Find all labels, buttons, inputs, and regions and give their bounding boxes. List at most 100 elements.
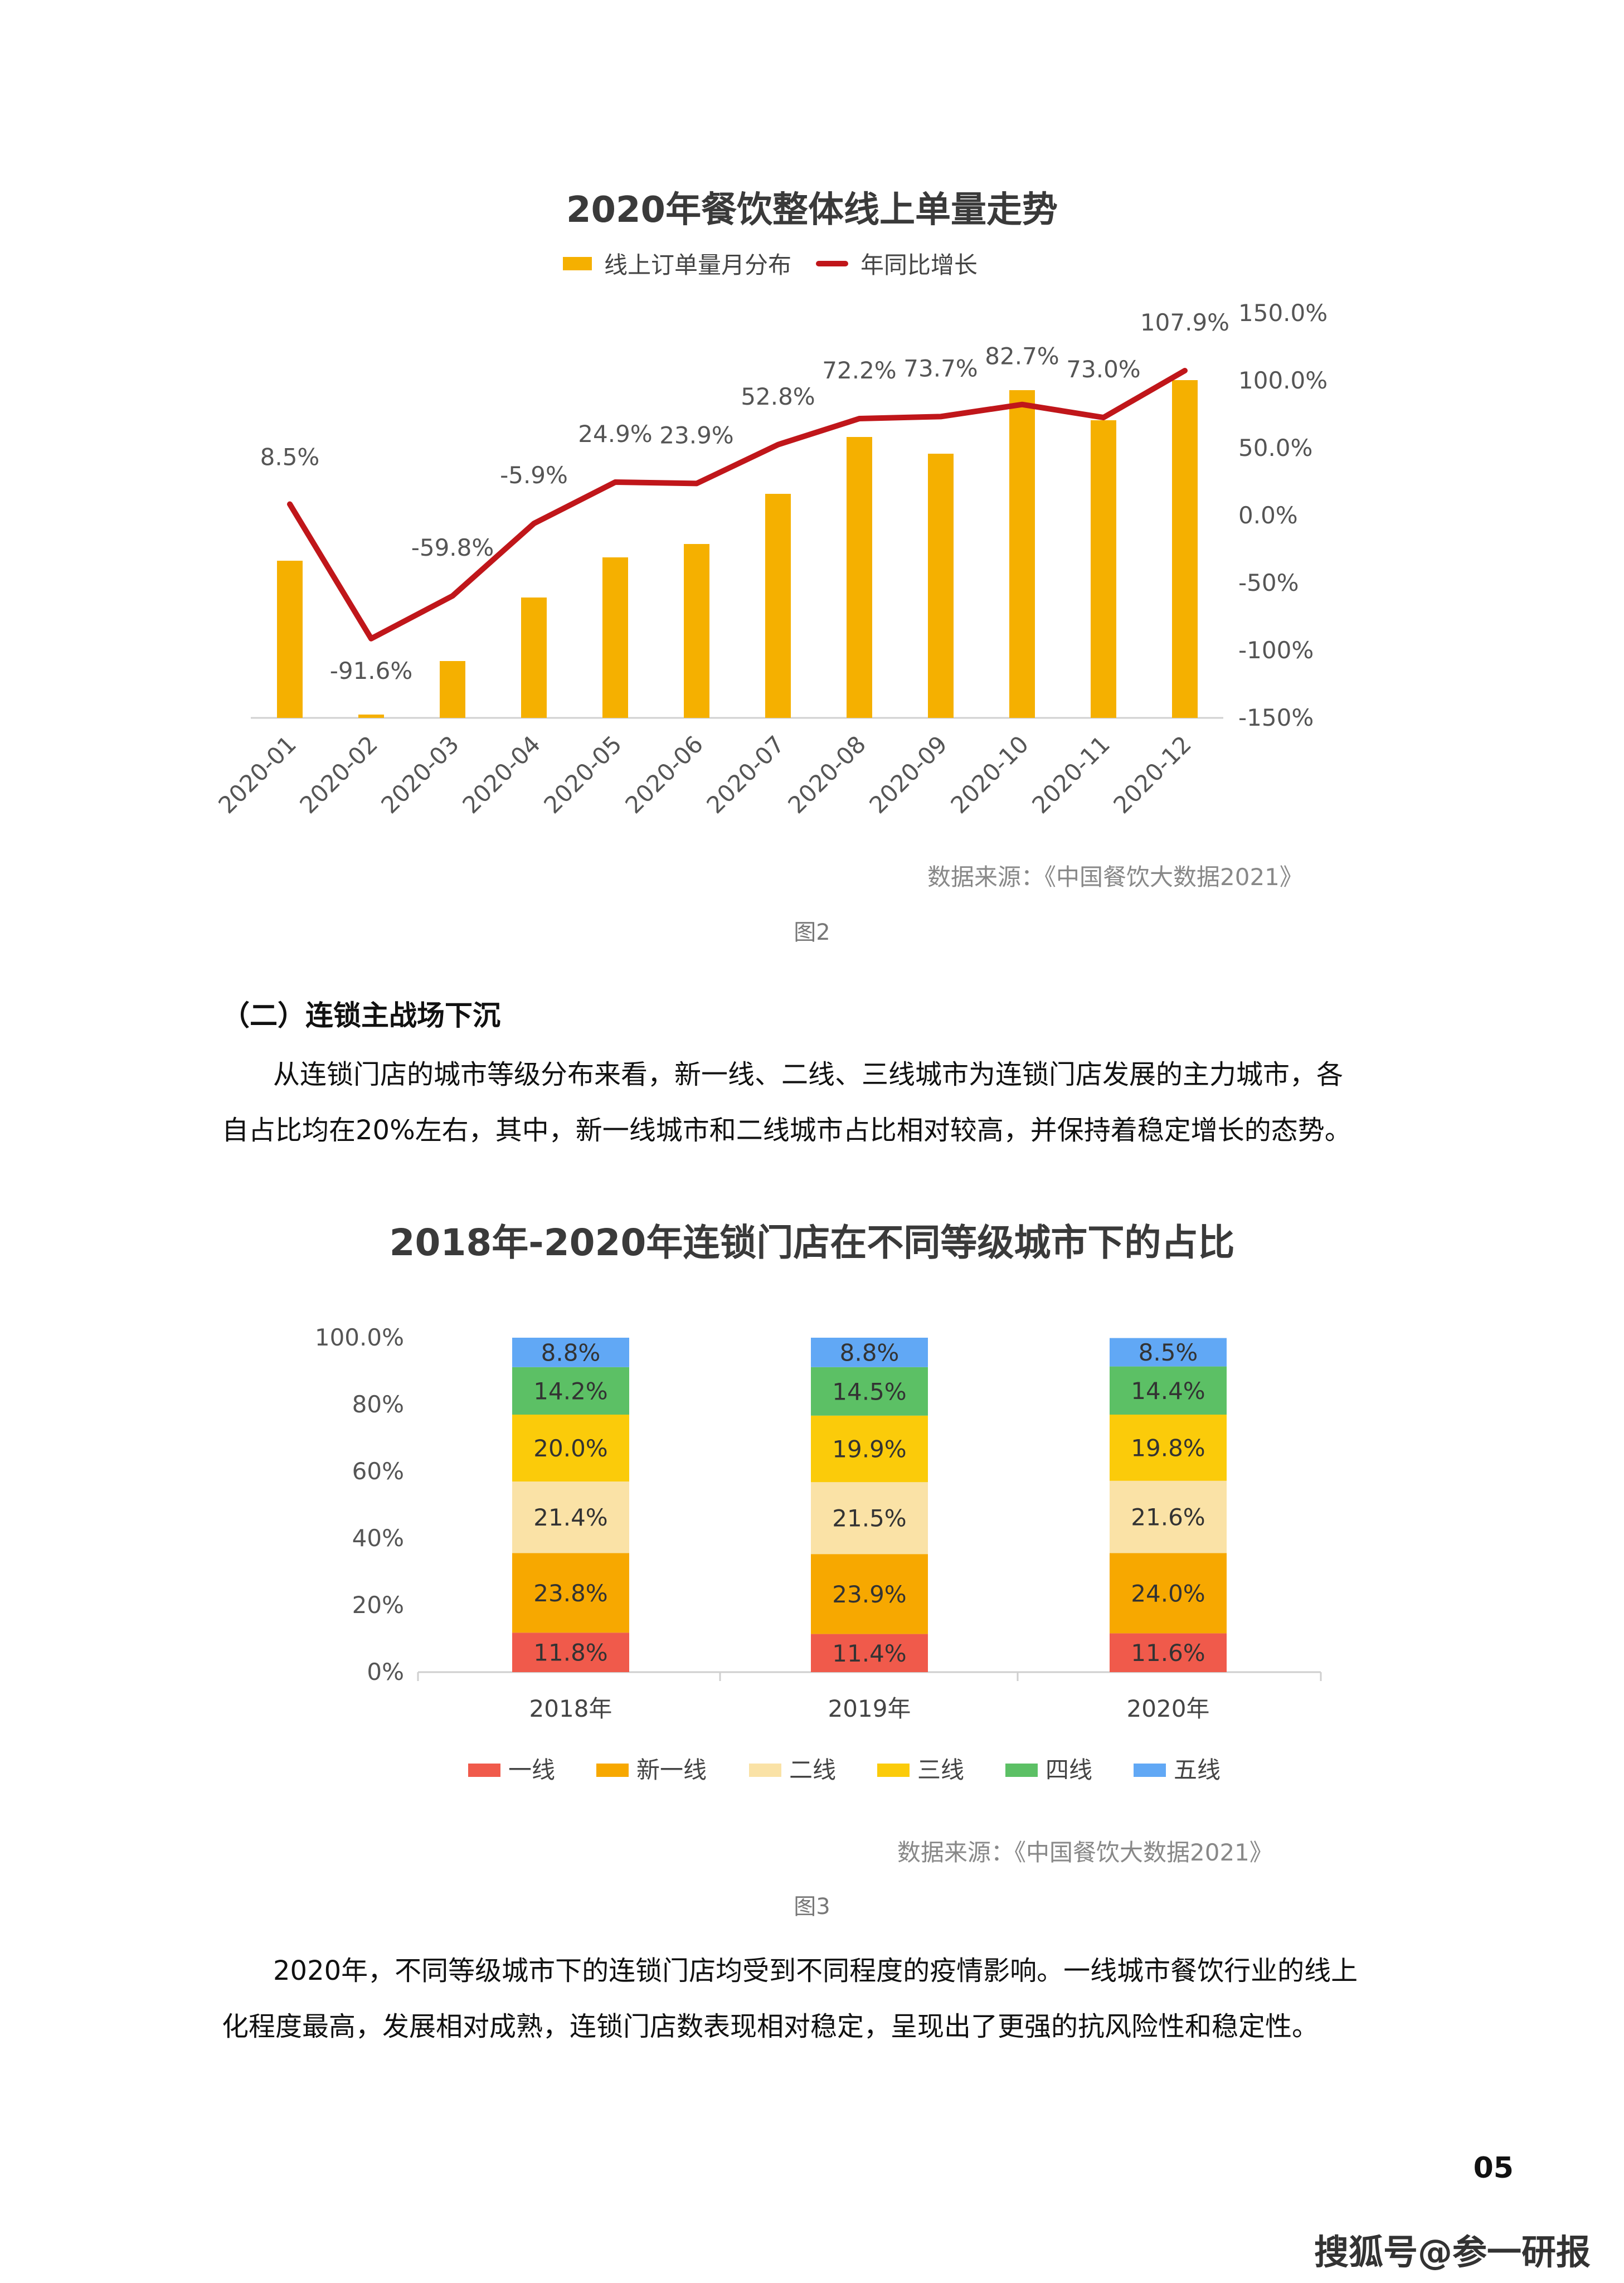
chart1-x-tick: 2020-08 bbox=[782, 730, 871, 819]
chart2-segment bbox=[1110, 1415, 1227, 1481]
chart2-segment-label: 19.9% bbox=[832, 1436, 906, 1463]
chart1-data-label: 52.8% bbox=[741, 383, 815, 410]
chart2-legend-label: 四线 bbox=[1046, 1756, 1092, 1784]
chart2-legend-swatch bbox=[877, 1764, 910, 1777]
chart1-x-tick: 2020-01 bbox=[213, 730, 302, 819]
chart2-segment-label: 21.6% bbox=[1131, 1504, 1205, 1531]
chart1-data-label: 24.9% bbox=[578, 420, 652, 448]
chart1-bar bbox=[277, 561, 303, 718]
chart2-segment-label: 23.9% bbox=[832, 1581, 906, 1608]
chart2-segment bbox=[811, 1634, 928, 1672]
chart1-bar bbox=[1009, 390, 1035, 718]
chart2-segment bbox=[811, 1482, 928, 1555]
chart2-legend-label: 三线 bbox=[917, 1756, 964, 1784]
chart2-legend-swatch bbox=[749, 1764, 781, 1777]
chart2-segment-label: 24.0% bbox=[1131, 1580, 1205, 1607]
chart1-data-label: -59.8% bbox=[411, 534, 494, 561]
chart2-segment bbox=[512, 1553, 629, 1633]
chart1-data-label: 107.9% bbox=[1140, 309, 1229, 336]
chart2-legend-swatch bbox=[596, 1764, 629, 1777]
para1-line2: 自占比均在20%左右，其中，新一线城市和二线城市占比相对较高，并保持着稳定增长的… bbox=[222, 1115, 1351, 1146]
legend-line-swatch bbox=[816, 260, 849, 266]
chart2-legend-swatch bbox=[1134, 1764, 1166, 1777]
chart2-segment-label: 8.5% bbox=[1139, 1339, 1198, 1366]
page-number: 05 bbox=[1473, 2151, 1514, 2185]
chart1-right-tick: -100% bbox=[1238, 637, 1314, 664]
chart1-right-tick: 150.0% bbox=[1238, 299, 1328, 327]
chart1-right-tick: 100.0% bbox=[1238, 367, 1328, 394]
chart1-bar bbox=[928, 454, 954, 718]
section-heading: （二）连锁主战场下沉 bbox=[222, 999, 500, 1032]
chart1-bar bbox=[358, 715, 384, 718]
chart2-segment bbox=[1110, 1553, 1227, 1634]
chart1-data-label: 23.9% bbox=[659, 421, 733, 449]
chart2-y-tick: 0% bbox=[367, 1658, 404, 1685]
chart1-x-tick: 2020-09 bbox=[864, 730, 952, 819]
chart1-yoy-line bbox=[287, 367, 1188, 642]
chart2-source: 数据来源：《中国餐饮大数据2021》 bbox=[897, 1839, 1273, 1866]
chart2-x-tick: 2020年 bbox=[1127, 1695, 1210, 1722]
chart2-segment bbox=[811, 1554, 928, 1634]
para2-line2: 化程度最高，发展相对成熟，连锁门店数表现相对稳定，呈现出了更强的抗风险性和稳定性… bbox=[222, 2011, 1319, 2042]
chart2-segment bbox=[1110, 1338, 1227, 1367]
chart2-y-tick: 20% bbox=[352, 1591, 404, 1619]
legend-bar-label: 线上订单量月分布 bbox=[604, 251, 792, 279]
chart2-segment-label: 23.8% bbox=[533, 1580, 607, 1607]
chart2-segment-label: 14.2% bbox=[533, 1377, 607, 1405]
chart2-segment-label: 11.4% bbox=[832, 1640, 906, 1667]
chart2-segment-label: 11.8% bbox=[533, 1639, 607, 1667]
chart2-legend-label: 新一线 bbox=[636, 1756, 707, 1784]
chart1-x-tick: 2020-06 bbox=[620, 730, 708, 819]
chart2-plot: 100.0% 80% 60% 40% 20% 0% 11.8% 23.8% 21.4% 20.0%… bbox=[315, 1324, 1322, 1784]
chart1-bar bbox=[847, 437, 872, 718]
chart2-legend-label: 五线 bbox=[1174, 1756, 1221, 1784]
chart1-right-tick: -150% bbox=[1238, 704, 1314, 731]
chart1-data-label: 73.0% bbox=[1066, 356, 1140, 383]
chart1-data-label: 8.5% bbox=[260, 444, 320, 471]
chart2-y-tick: 60% bbox=[352, 1458, 404, 1485]
chart1-data-label: 82.7% bbox=[985, 343, 1059, 370]
chart1-x-tick: 2020-10 bbox=[945, 730, 1034, 819]
chart1-bar bbox=[521, 598, 547, 718]
chart2-segment-label: 20.0% bbox=[533, 1435, 607, 1462]
watermark: 搜狐号@参一研报 bbox=[1314, 2232, 1591, 2272]
para2-line1: 2020年，不同等级城市下的连锁门店均受到不同程度的疫情影响。一线城市餐饮行业的… bbox=[273, 1955, 1358, 1986]
chart2-segment bbox=[512, 1338, 629, 1367]
chart1-x-tick: 2020-03 bbox=[376, 730, 464, 819]
chart2-figure-label: 图3 bbox=[794, 1894, 830, 1920]
chart2-segment bbox=[1110, 1480, 1227, 1553]
chart1-x-tick: 2020-05 bbox=[538, 730, 627, 819]
chart2-segment-label: 21.4% bbox=[533, 1504, 607, 1531]
chart1-bar bbox=[765, 494, 791, 718]
chart2-y-tick: 80% bbox=[352, 1391, 404, 1418]
chart1-data-label: -91.6% bbox=[330, 657, 413, 684]
chart2-title: 2018年-2020年连锁门店在不同等级城市下的占比 bbox=[389, 1221, 1235, 1264]
chart1-title: 2020年餐饮整体线上单量走势 bbox=[566, 190, 1058, 231]
chart2-legend-label: 二线 bbox=[789, 1756, 836, 1784]
chart1-bar bbox=[440, 661, 465, 718]
chart1-bar bbox=[1172, 380, 1198, 718]
chart2-segment-label: 19.8% bbox=[1131, 1434, 1205, 1461]
legend-line-label: 年同比增长 bbox=[860, 251, 978, 279]
chart2-legend-label: 一线 bbox=[508, 1756, 555, 1784]
chart1-x-tick: 2020-12 bbox=[1108, 730, 1197, 819]
chart1-x-tick: 2020-04 bbox=[457, 730, 546, 819]
chart2-segment bbox=[512, 1367, 629, 1415]
chart2-y-tick: 100.0% bbox=[315, 1324, 404, 1351]
chart2-segment bbox=[512, 1481, 629, 1553]
chart2-segment-label: 14.4% bbox=[1131, 1377, 1205, 1405]
chart2-x-tick: 2019年 bbox=[828, 1695, 911, 1722]
chart2-x-tick: 2018年 bbox=[529, 1695, 612, 1722]
chart1-right-tick: 50.0% bbox=[1238, 434, 1312, 462]
chart2-segment bbox=[512, 1633, 629, 1672]
chart1-source: 数据来源：《中国餐饮大数据2021》 bbox=[927, 863, 1303, 891]
chart2-legend-swatch bbox=[468, 1764, 500, 1777]
chart2-segment-label: 8.8% bbox=[541, 1339, 601, 1366]
chart2-segment-label: 8.8% bbox=[840, 1339, 899, 1366]
para1-line1: 从连锁门店的城市等级分布来看，新一线、二线、三线城市为连锁门店发展的主力城市，各 bbox=[273, 1059, 1344, 1090]
chart2-segment bbox=[811, 1367, 928, 1416]
chart2-segment-label: 11.6% bbox=[1131, 1639, 1205, 1667]
chart2-segment bbox=[811, 1415, 928, 1483]
chart2-segment bbox=[512, 1415, 629, 1481]
chart2-y-tick: 40% bbox=[352, 1524, 404, 1552]
